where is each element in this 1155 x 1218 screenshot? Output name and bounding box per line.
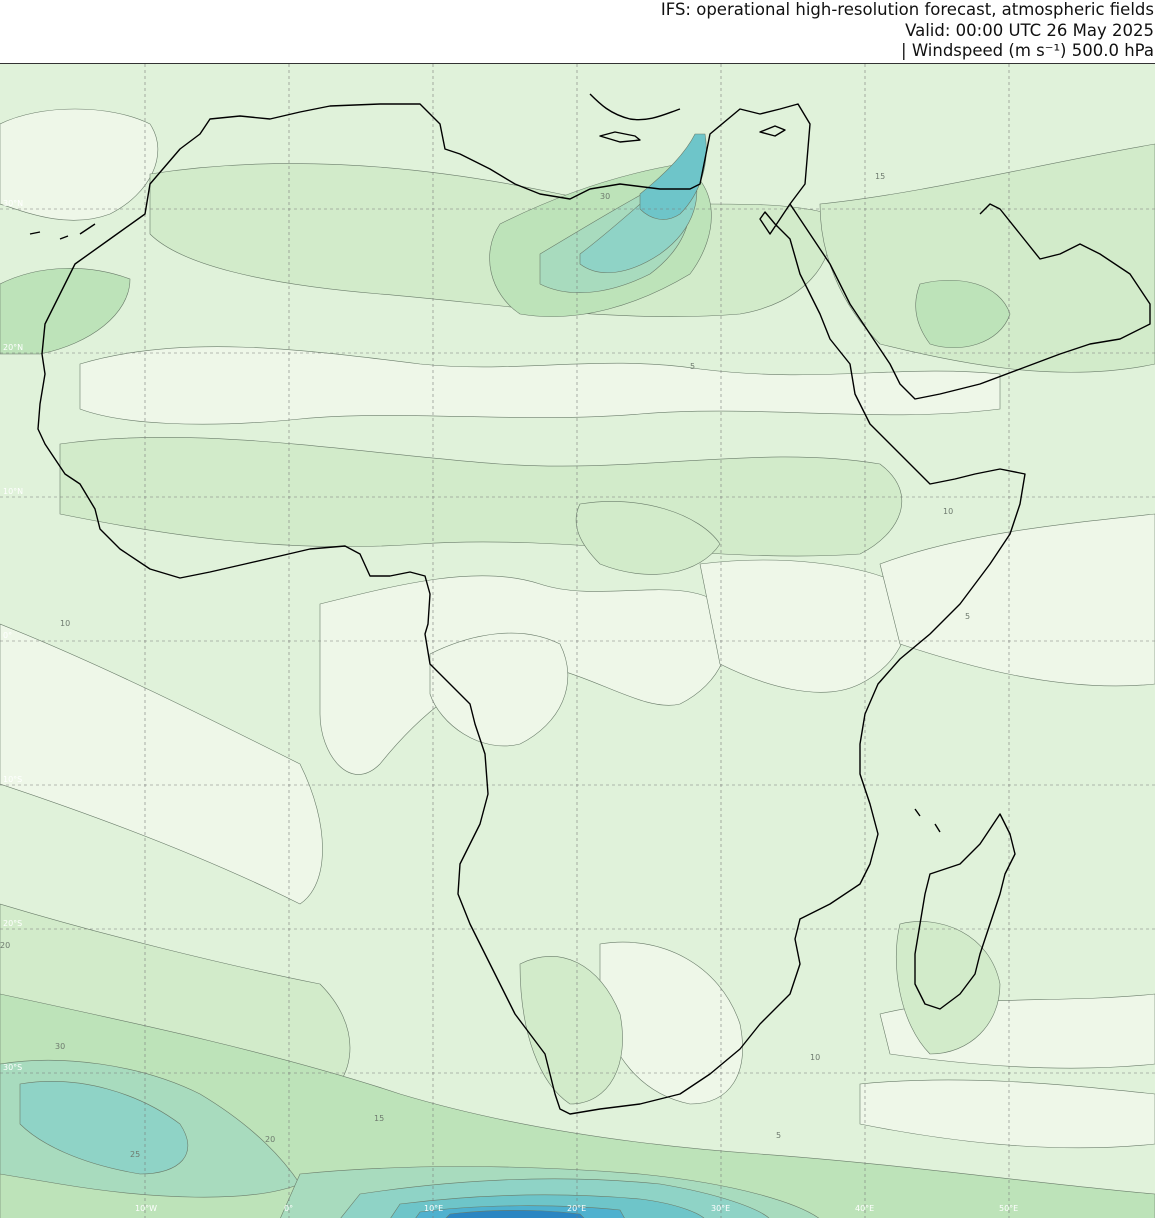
contour-label-5: 5 [690,362,695,371]
lat-label-10s: 10°S [3,775,22,784]
lon-label-50e: 50°E [999,1204,1018,1213]
lon-label-40e: 40°E [855,1204,874,1213]
band-gulf [915,279,1011,349]
lat-label-0: 0° [3,631,12,640]
calm-patch-southeast [859,1079,1155,1149]
lat-label-30s: 30°S [3,1063,22,1072]
field-description: | Windspeed (m s⁻¹) 500.0 hPa [901,41,1154,60]
lat-label-30n: 30°N [3,199,23,208]
contour-label-20: 20 [0,941,10,950]
lat-label-20s: 20°S [3,919,22,928]
coastline-cyprus [759,125,786,137]
jet-med-30 [639,133,707,220]
calm-patch-northwest [0,108,159,221]
contour-label-30: 30 [55,1042,65,1051]
coastline-madagascar [914,813,1016,1010]
lon-label-0: 0° [284,1204,293,1213]
contour-label-10: 10 [60,619,70,628]
calm-regions [0,108,1155,1149]
contour-label-15: 15 [875,172,885,181]
valid-time: Valid: 00:00 UTC 26 May 2025 [905,20,1154,40]
contour-label-20: 20 [265,1135,275,1144]
contour-labels: 5 5 5 10 10 10 15 15 20 20 25 30 30 [0,172,970,1159]
lon-label-10e: 10°E [424,1204,443,1213]
band-south-africa [519,956,623,1105]
lat-label-20n: 20°N [3,343,23,352]
lon-label-30e: 30°E [711,1204,730,1213]
jet-southwest-25 [19,1081,189,1175]
coastline-comoros [914,808,941,833]
figure-title-block: IFS: operational high-resolution forecas… [661,0,1154,62]
lat-label-10n: 10°N [3,487,23,496]
contour-label-10: 10 [943,507,953,516]
contour-label-10: 10 [810,1053,820,1062]
graticule [0,64,1155,1218]
band-east-sahel [575,501,721,575]
lon-label-10w: 10°W [135,1204,157,1213]
calm-patch-atlantic [0,623,323,905]
windspeed-map: 5 5 5 10 10 10 15 15 20 20 25 30 30 10°W… [0,63,1155,1218]
coastline-greece [589,93,681,121]
band-madagascar [895,921,1001,1055]
contour-label-5: 5 [965,612,970,621]
contour-label-30: 30 [600,192,610,201]
jet-south-core [445,1209,585,1218]
contour-label-25: 25 [130,1150,140,1159]
coastline-africa [37,103,1026,1115]
band-arabia [819,143,1155,373]
coastline-canary [29,223,96,240]
calm-patch-indian [879,513,1155,687]
contour-label-15: 15 [374,1114,384,1123]
lon-label-20e: 20°E [567,1204,586,1213]
coastline-arabia [789,203,1151,400]
graticule-labels: 10°W 0° 10°E 20°E 30°E 40°E 50°E 30°N 20… [3,199,1018,1213]
calm-patch-south-africa [599,941,743,1105]
calm-patch-central [319,575,729,775]
calm-patch-angola [429,632,569,747]
contour-label-5: 5 [776,1131,781,1140]
map-canvas: 5 5 5 10 10 10 15 15 20 20 25 30 30 10°W… [0,64,1155,1218]
forecast-title: IFS: operational high-resolution forecas… [660,0,1154,19]
coastline-crete [599,131,641,143]
calm-patch-sahara [79,346,1001,425]
band-northwest-jet [0,268,131,355]
coastlines [29,93,1151,1115]
